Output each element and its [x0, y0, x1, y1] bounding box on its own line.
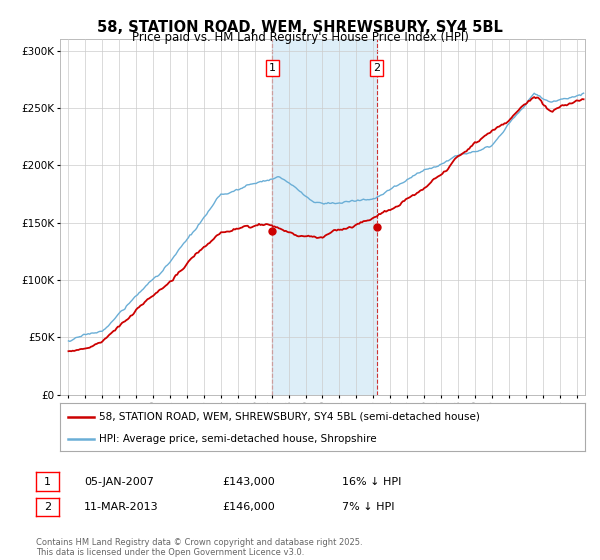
Text: 58, STATION ROAD, WEM, SHREWSBURY, SY4 5BL (semi-detached house): 58, STATION ROAD, WEM, SHREWSBURY, SY4 5…	[100, 412, 480, 422]
Text: 1: 1	[269, 63, 276, 73]
Text: £146,000: £146,000	[222, 502, 275, 512]
Text: 11-MAR-2013: 11-MAR-2013	[84, 502, 158, 512]
Text: 05-JAN-2007: 05-JAN-2007	[84, 477, 154, 487]
Text: 16% ↓ HPI: 16% ↓ HPI	[342, 477, 401, 487]
Text: 2: 2	[373, 63, 380, 73]
Text: 7% ↓ HPI: 7% ↓ HPI	[342, 502, 395, 512]
Text: HPI: Average price, semi-detached house, Shropshire: HPI: Average price, semi-detached house,…	[100, 434, 377, 444]
Text: Price paid vs. HM Land Registry's House Price Index (HPI): Price paid vs. HM Land Registry's House …	[131, 31, 469, 44]
Text: Contains HM Land Registry data © Crown copyright and database right 2025.
This d: Contains HM Land Registry data © Crown c…	[36, 538, 362, 557]
Text: £143,000: £143,000	[222, 477, 275, 487]
Text: 58, STATION ROAD, WEM, SHREWSBURY, SY4 5BL: 58, STATION ROAD, WEM, SHREWSBURY, SY4 5…	[97, 20, 503, 35]
Text: 1: 1	[44, 477, 51, 487]
Text: 2: 2	[44, 502, 51, 512]
Bar	[272, 39, 377, 395]
